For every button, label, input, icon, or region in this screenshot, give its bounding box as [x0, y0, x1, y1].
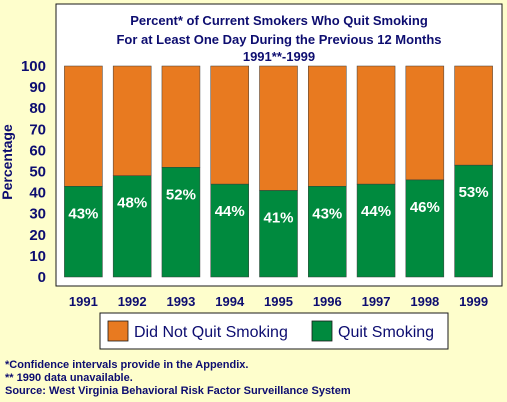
bar-quit-1997 [356, 183, 396, 278]
legend-swatch-quit [311, 320, 333, 342]
x-tick-label-1996: 1996 [313, 294, 342, 309]
footnote-1990: ** 1990 data unavailable. [5, 372, 133, 384]
legend: Did Not Quit Smoking Quit Smoking [99, 312, 449, 350]
chart-title-line-1: Percent* of Current Smokers Who Quit Smo… [130, 13, 428, 28]
legend-label-quit: Quit Smoking [338, 324, 434, 341]
data-label-1998: 46% [410, 199, 440, 216]
x-tick-label-1991: 1991 [69, 294, 98, 309]
data-label-1994: 44% [215, 203, 245, 220]
bar-quit-1999 [454, 164, 493, 278]
y-tick-label-5: 50 [29, 164, 46, 181]
bar-did-not-quit-1991 [64, 65, 103, 187]
y-tick-label-8: 80 [29, 100, 46, 117]
data-label-1999: 53% [459, 184, 489, 201]
data-label-1993: 52% [166, 186, 196, 203]
x-axis-labels: 1991 1992 1993 1994 1995 1996 1997 1998 1999 [69, 294, 488, 309]
x-tick-label-1999: 1999 [459, 294, 488, 309]
x-tick-label-1995: 1995 [264, 294, 293, 309]
legend-box [99, 312, 449, 350]
y-axis-ticks: 0 10 20 30 40 50 60 70 80 90 100 [21, 58, 46, 286]
footnote-confidence: *Confidence intervals provide in the App… [5, 359, 249, 371]
footnote-source: Source: West Virginia Behavioral Risk Fa… [5, 385, 351, 397]
bar-quit-1996 [308, 186, 347, 278]
bar-quit-1992 [112, 175, 152, 278]
y-tick-label-6: 60 [29, 142, 46, 159]
bar-quit-1998 [405, 179, 445, 278]
chart: Percent* of Current Smokers Who Quit Smo… [0, 3, 503, 350]
bar-did-not-quit-1998 [405, 65, 445, 181]
bar-quit-1991 [64, 186, 103, 278]
y-tick-label-1: 10 [29, 248, 46, 265]
data-label-1997: 44% [361, 203, 391, 220]
bar-did-not-quit-1999 [454, 65, 493, 166]
y-tick-label-3: 30 [29, 206, 46, 223]
x-tick-label-1998: 1998 [410, 294, 439, 309]
y-tick-label-10: 100 [21, 58, 46, 75]
data-label-1996: 43% [312, 205, 342, 222]
y-tick-label-7: 70 [29, 121, 46, 138]
data-label-1995: 41% [263, 209, 293, 226]
data-label-1992: 48% [117, 195, 147, 212]
chart-title-line-3: 1991**-1999 [243, 49, 315, 64]
y-tick-label-4: 40 [29, 185, 46, 202]
bar-quit-1994 [210, 183, 249, 278]
bar-did-not-quit-1997 [356, 65, 396, 185]
legend-swatch-did-not-quit [107, 320, 129, 342]
bar-did-not-quit-1995 [259, 65, 298, 191]
bar-group: 43% 48% 52% 44% 41% 43% 44% 46% 53% [64, 65, 493, 278]
y-tick-label-2: 20 [29, 227, 46, 244]
bar-quit-1993 [161, 167, 201, 278]
data-label-1991: 43% [68, 205, 98, 222]
y-tick-label-9: 90 [29, 79, 46, 96]
chart-title-line-2: For at Least One Day During the Previous… [116, 32, 441, 47]
x-tick-label-1993: 1993 [166, 294, 195, 309]
bar-did-not-quit-1994 [210, 65, 249, 185]
x-tick-label-1992: 1992 [118, 294, 147, 309]
x-tick-label-1997: 1997 [362, 294, 391, 309]
bar-did-not-quit-1996 [308, 65, 347, 187]
bar-did-not-quit-1992 [112, 65, 152, 176]
x-tick-label-1994: 1994 [215, 294, 245, 309]
legend-label-did-not-quit: Did Not Quit Smoking [134, 324, 288, 341]
bar-did-not-quit-1993 [161, 65, 201, 168]
y-tick-label-0: 0 [38, 269, 46, 286]
bar-quit-1995 [259, 190, 298, 278]
y-axis-label: Percentage [0, 124, 15, 200]
